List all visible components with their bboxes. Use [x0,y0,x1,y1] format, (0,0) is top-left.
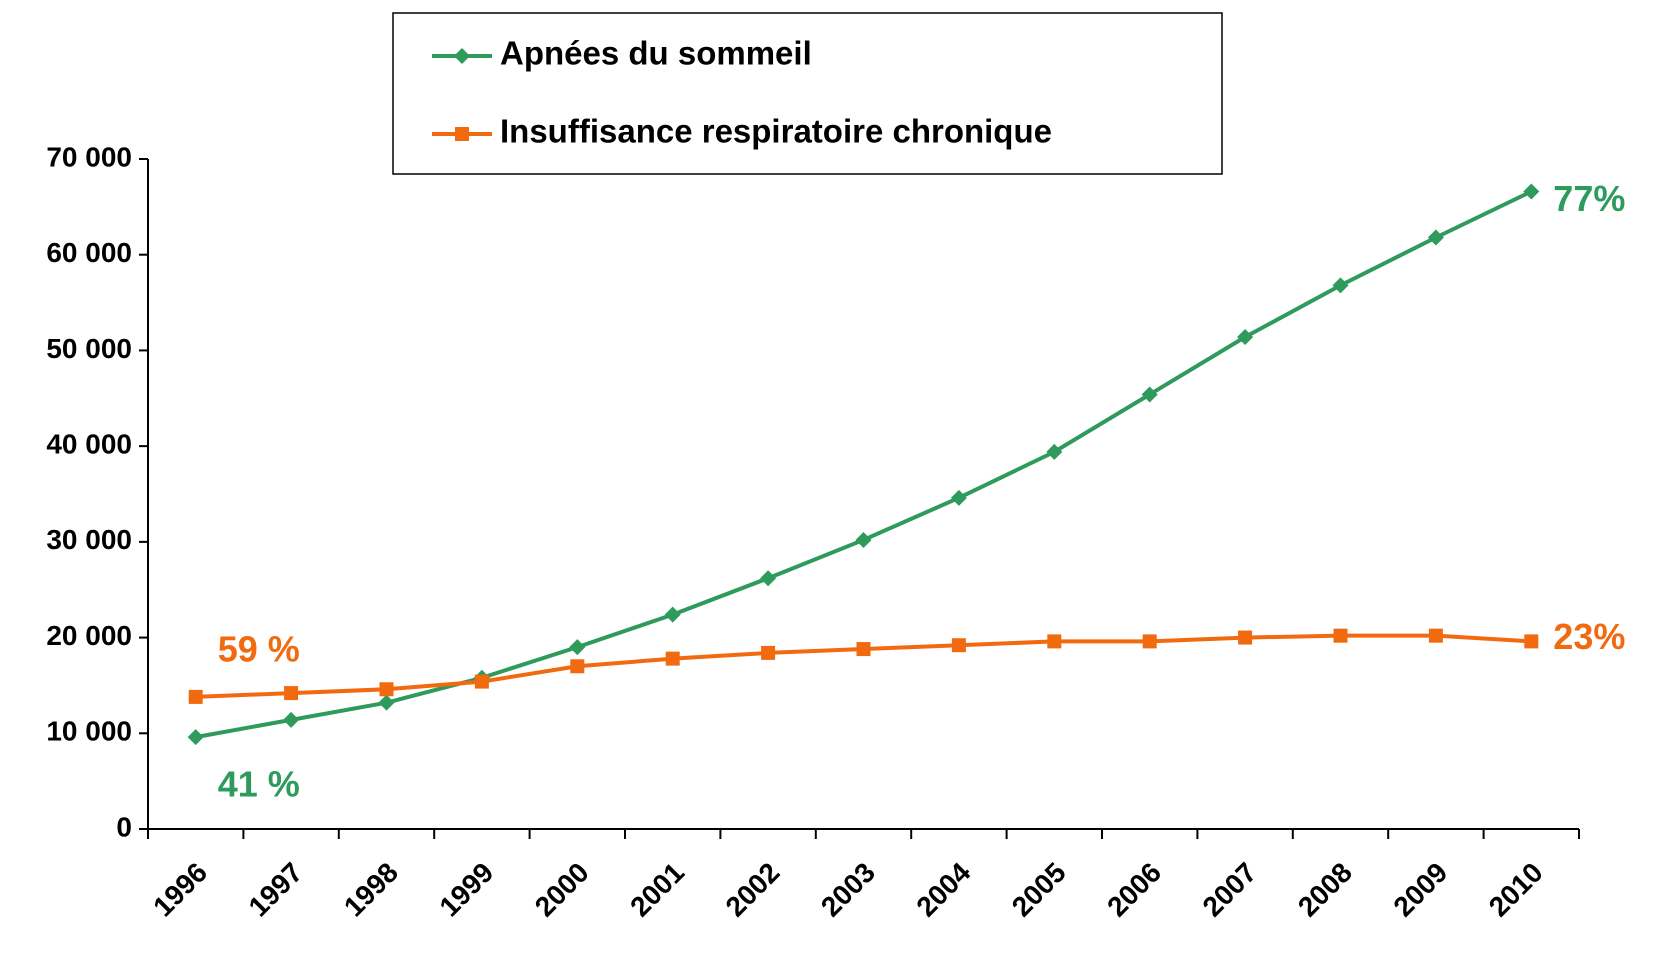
legend-marker [454,48,470,64]
point [855,531,872,548]
x-tick-label: 2003 [815,857,881,923]
point [1141,386,1158,403]
point [1524,634,1539,649]
start-annotation: 59 % [218,628,300,669]
start-annotation: 41 % [218,764,300,805]
x-tick-label: 1998 [338,857,404,923]
y-tick-label: 70 000 [46,141,132,172]
x-tick-label: 1999 [433,857,499,923]
x-tick-label: 2009 [1387,857,1453,923]
legend-marker [455,127,469,141]
point [1332,277,1349,294]
point [665,651,680,666]
y-tick-label: 40 000 [46,429,132,460]
point [950,489,967,506]
point [474,674,489,689]
y-tick-label: 0 [116,811,132,842]
point [570,659,585,674]
point [1142,634,1157,649]
point [1047,634,1062,649]
x-tick-label: 1996 [147,857,213,923]
point [761,645,776,660]
point [951,638,966,653]
point [283,711,300,728]
x-tick-label: 2000 [529,857,595,923]
point [664,606,681,623]
point [1046,443,1063,460]
legend-label: Apnées du sommeil [500,35,812,72]
point [379,682,394,697]
point [284,686,299,701]
point [1333,628,1348,643]
end-annotation: 23% [1553,616,1625,657]
x-tick-label: 2006 [1101,857,1167,923]
y-tick-label: 20 000 [46,620,132,651]
x-tick-label: 2005 [1006,857,1072,923]
point [569,639,586,656]
point [1428,628,1443,643]
x-tick-label: 2010 [1483,857,1549,923]
x-tick-label: 2007 [1197,857,1263,923]
y-tick-label: 50 000 [46,333,132,364]
end-annotation: 77% [1553,178,1625,219]
x-tick-label: 2004 [910,856,976,922]
point [856,642,871,657]
point [1237,329,1254,346]
x-tick-label: 2002 [720,857,786,923]
point [1427,229,1444,246]
x-tick-label: 2001 [624,857,690,923]
x-tick-label: 1997 [243,857,309,923]
x-tick-label: 2008 [1292,857,1358,923]
point [1523,183,1540,200]
legend-box [392,12,1223,175]
y-tick-label: 60 000 [46,237,132,268]
point [378,694,395,711]
legend-label: Insuffisance respiratoire chronique [500,113,1052,150]
point [760,570,777,587]
point [187,729,204,746]
point [1238,630,1253,645]
y-tick-label: 30 000 [46,524,132,555]
y-tick-label: 10 000 [46,716,132,747]
point [188,689,203,704]
